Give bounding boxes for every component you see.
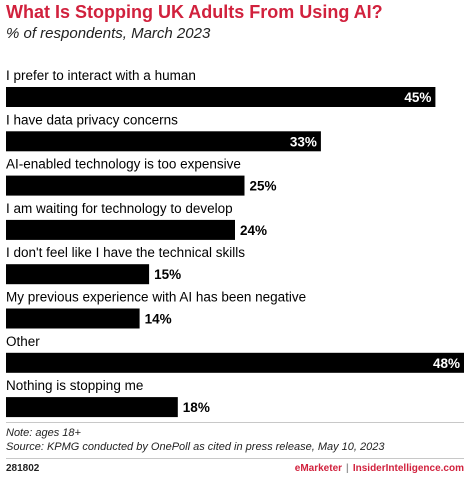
brand-separator: | bbox=[346, 463, 349, 474]
emarketer-brand: eMarketer bbox=[294, 463, 343, 474]
value-label: 15% bbox=[154, 267, 181, 282]
bar bbox=[6, 308, 140, 329]
value-label: 18% bbox=[183, 400, 210, 415]
chart-subtitle: % of respondents, March 2023 bbox=[6, 25, 211, 42]
chart-note: Note: ages 18+ bbox=[6, 427, 81, 439]
category-label: I don't feel like I have the technical s… bbox=[6, 245, 245, 260]
footer-brand: eMarketer | InsiderIntelligence.com bbox=[295, 463, 464, 474]
value-label: 25% bbox=[250, 179, 277, 194]
bar bbox=[6, 397, 178, 418]
insider-intelligence-link[interactable]: InsiderIntelligence.com bbox=[352, 463, 464, 474]
value-label: 24% bbox=[240, 223, 267, 238]
chart-source: Source: KPMG conducted by OnePoll as cit… bbox=[6, 441, 385, 453]
value-label: 14% bbox=[145, 312, 172, 327]
category-label: I have data privacy concerns bbox=[6, 112, 178, 127]
footer-divider-bottom bbox=[6, 458, 464, 459]
chart-id: 281802 bbox=[6, 463, 40, 474]
bar bbox=[6, 131, 321, 152]
bar bbox=[6, 264, 150, 285]
category-label: My previous experience with AI has been … bbox=[6, 290, 306, 305]
category-label: Nothing is stopping me bbox=[6, 378, 143, 393]
value-label: 45% bbox=[404, 90, 431, 105]
category-label: AI-enabled technology is too expensive bbox=[6, 157, 241, 172]
bar bbox=[6, 175, 245, 196]
category-label: I prefer to interact with a human bbox=[6, 68, 196, 83]
value-label: 48% bbox=[433, 356, 460, 371]
category-label: I am waiting for technology to develop bbox=[6, 201, 233, 216]
chart-title: What Is Stopping UK Adults From Using AI… bbox=[6, 2, 383, 22]
bar-chart: I prefer to interact with a human 45% I ha… bbox=[6, 68, 464, 418]
bar bbox=[6, 352, 464, 373]
bar bbox=[6, 219, 235, 240]
value-label: 33% bbox=[290, 134, 317, 149]
bar bbox=[6, 87, 436, 107]
footer-divider bbox=[6, 422, 464, 423]
category-label: Other bbox=[6, 334, 40, 349]
